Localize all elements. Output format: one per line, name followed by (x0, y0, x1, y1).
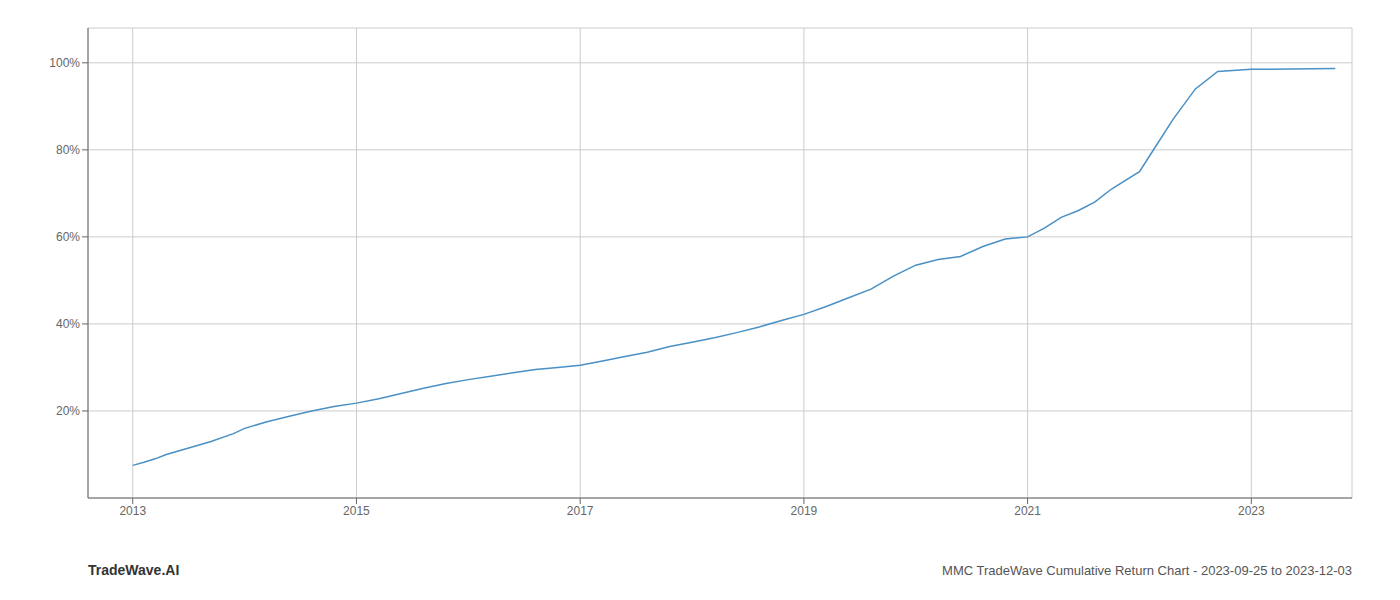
svg-text:60%: 60% (56, 230, 80, 244)
svg-text:2019: 2019 (791, 504, 818, 518)
svg-text:2015: 2015 (343, 504, 370, 518)
svg-text:2017: 2017 (567, 504, 594, 518)
svg-text:40%: 40% (56, 317, 80, 331)
svg-text:20%: 20% (56, 404, 80, 418)
svg-text:2023: 2023 (1238, 504, 1265, 518)
svg-text:80%: 80% (56, 143, 80, 157)
html-text:MMC TradeWave Cumulative Retur: MMC TradeWave Cumulative Return Chart - … (942, 563, 1352, 578)
svg-text:100%: 100% (49, 56, 80, 70)
svg-text:2021: 2021 (1014, 504, 1041, 518)
svg-text:2013: 2013 (119, 504, 146, 518)
html-text:TradeWave.AI: TradeWave.AI (88, 562, 180, 578)
